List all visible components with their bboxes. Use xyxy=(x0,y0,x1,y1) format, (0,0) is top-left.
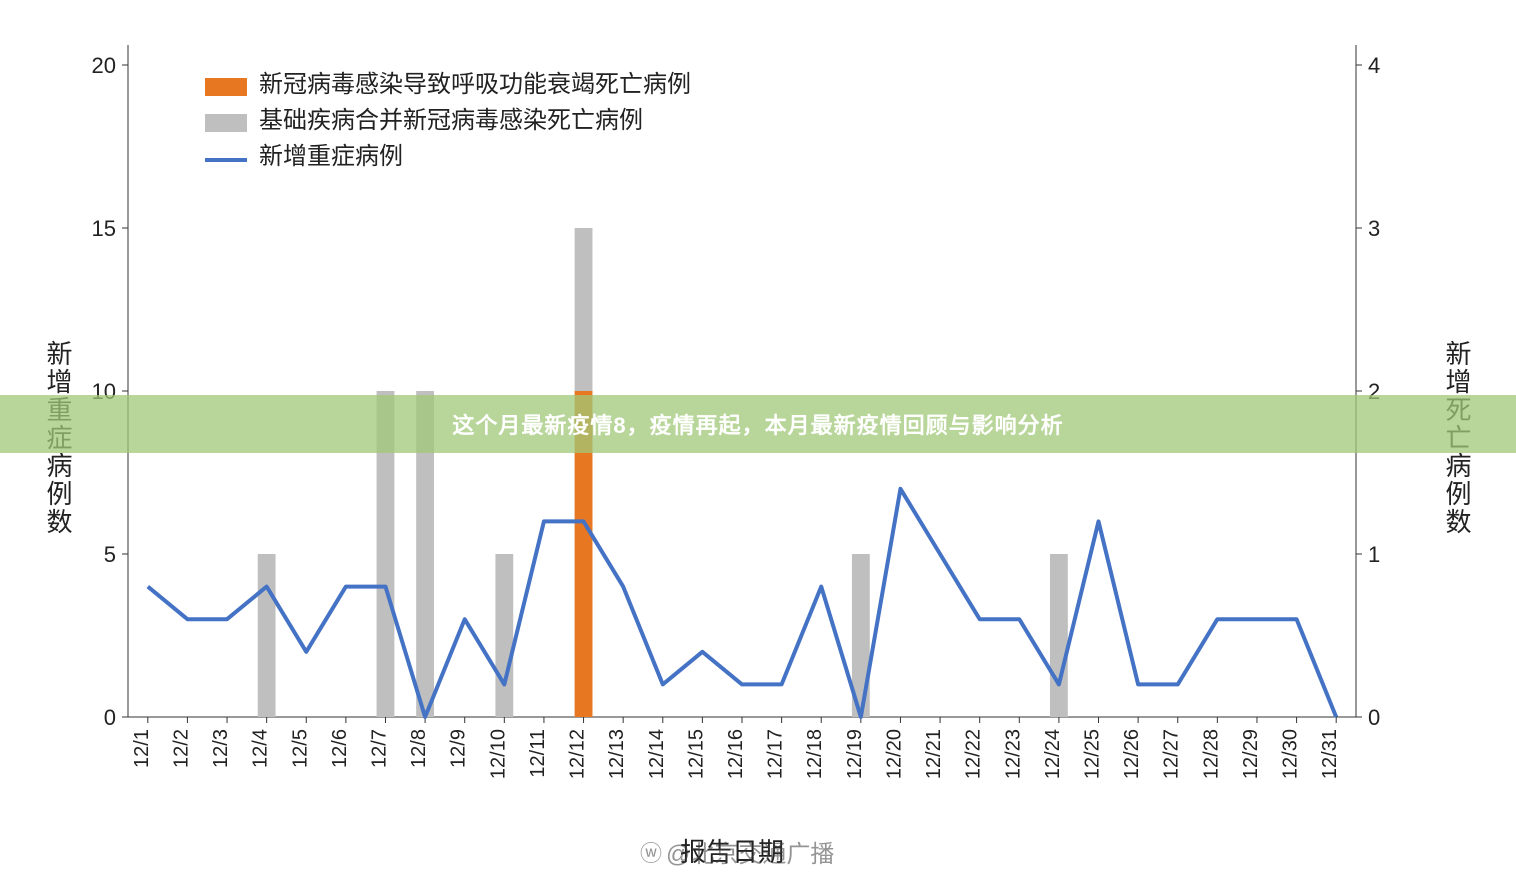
svg-text:12/4: 12/4 xyxy=(250,729,272,768)
svg-text:1: 1 xyxy=(1368,542,1380,567)
svg-text:0: 0 xyxy=(1368,705,1380,730)
svg-text:12/17: 12/17 xyxy=(765,729,787,779)
svg-text:12/5: 12/5 xyxy=(289,729,311,768)
svg-text:12/3: 12/3 xyxy=(210,729,232,768)
svg-text:新冠病毒感染导致呼吸功能衰竭死亡病例: 新冠病毒感染导致呼吸功能衰竭死亡病例 xyxy=(259,71,691,98)
svg-text:12/13: 12/13 xyxy=(606,729,628,779)
svg-text:12/28: 12/28 xyxy=(1200,729,1222,779)
svg-text:5: 5 xyxy=(104,542,116,567)
watermark-label: @北京交通广播 xyxy=(666,834,834,869)
svg-text:12/25: 12/25 xyxy=(1082,729,1104,779)
svg-text:4: 4 xyxy=(1368,53,1380,78)
svg-text:基础疾病合并新冠病毒感染死亡病例: 基础疾病合并新冠病毒感染死亡病例 xyxy=(259,107,643,134)
svg-text:12/31: 12/31 xyxy=(1319,729,1341,779)
weibo-icon: ⓦ xyxy=(640,836,662,868)
svg-text:12/29: 12/29 xyxy=(1240,729,1262,779)
svg-text:15: 15 xyxy=(92,216,116,241)
svg-text:12/12: 12/12 xyxy=(567,729,589,779)
svg-text:12/23: 12/23 xyxy=(1002,729,1024,779)
chart-container: 新增重症病例数 新增死亡病例数 051015200123412/112/212/… xyxy=(0,0,1516,876)
svg-text:12/15: 12/15 xyxy=(685,729,707,779)
svg-text:12/7: 12/7 xyxy=(368,729,390,768)
svg-text:新增重症病例: 新增重症病例 xyxy=(259,143,403,170)
svg-text:12/30: 12/30 xyxy=(1280,729,1302,779)
svg-text:12/21: 12/21 xyxy=(923,729,945,779)
svg-text:12/20: 12/20 xyxy=(883,729,905,779)
svg-text:12/1: 12/1 xyxy=(131,729,153,768)
svg-text:12/19: 12/19 xyxy=(844,729,866,779)
svg-text:12/26: 12/26 xyxy=(1121,729,1143,779)
svg-text:12/8: 12/8 xyxy=(408,729,430,768)
svg-text:12/16: 12/16 xyxy=(725,729,747,779)
svg-text:12/2: 12/2 xyxy=(170,729,192,768)
overlay-banner-text: 这个月最新疫情8，疫情再起，本月最新疫情回顾与影响分析 xyxy=(452,408,1063,440)
svg-text:12/24: 12/24 xyxy=(1042,729,1064,779)
svg-text:12/14: 12/14 xyxy=(646,729,668,779)
svg-text:12/10: 12/10 xyxy=(487,729,509,779)
svg-text:12/27: 12/27 xyxy=(1161,729,1183,779)
svg-text:20: 20 xyxy=(92,53,116,78)
overlay-banner: 这个月最新疫情8，疫情再起，本月最新疫情回顾与影响分析 xyxy=(0,395,1516,453)
svg-text:0: 0 xyxy=(104,705,116,730)
svg-text:12/9: 12/9 xyxy=(448,729,470,768)
svg-text:12/18: 12/18 xyxy=(804,729,826,779)
svg-text:3: 3 xyxy=(1368,216,1380,241)
svg-text:12/11: 12/11 xyxy=(527,729,549,778)
svg-text:12/22: 12/22 xyxy=(963,729,985,779)
watermark-text: ⓦ @北京交通广播 xyxy=(640,834,834,869)
svg-text:12/6: 12/6 xyxy=(329,729,351,768)
